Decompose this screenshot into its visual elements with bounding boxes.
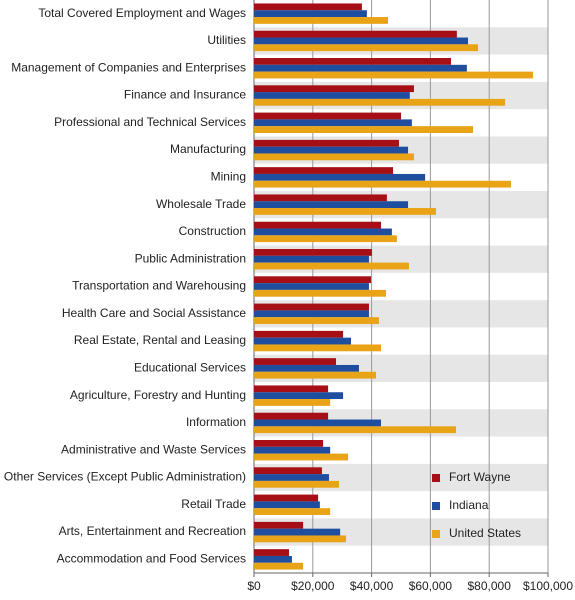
bar	[254, 180, 511, 188]
y-tick-label: Public Administration	[135, 251, 246, 265]
bar	[254, 289, 387, 297]
bar	[254, 201, 409, 209]
bar	[254, 126, 474, 133]
legend-swatch	[432, 502, 440, 510]
bar	[254, 358, 337, 365]
bar	[254, 10, 367, 18]
bar	[254, 255, 369, 263]
bar	[254, 344, 382, 352]
y-tick-label: Wholesale Trade	[156, 197, 246, 211]
bar	[254, 221, 382, 229]
bar	[254, 167, 394, 174]
y-tick-label: Transportation and Warehousing	[72, 279, 246, 293]
bar	[254, 467, 322, 475]
bar	[254, 494, 319, 502]
bar	[254, 549, 289, 556]
x-tick-label: $80,000	[468, 579, 512, 593]
bar	[254, 371, 377, 379]
bar	[254, 283, 369, 290]
bar	[254, 535, 347, 543]
y-tick-label: Arts, Entertainment and Recreation	[59, 524, 246, 538]
bar	[254, 453, 349, 461]
legend-swatch	[432, 474, 440, 482]
bar	[254, 119, 412, 127]
bar	[254, 310, 369, 318]
y-tick-label: Manufacturing	[170, 142, 246, 156]
bar	[254, 194, 387, 202]
y-tick-label: Professional and Technical Services	[54, 115, 246, 129]
bar	[254, 64, 467, 72]
y-tick-label: Administrative and Waste Services	[61, 442, 246, 456]
y-tick-label: Utilities	[207, 33, 246, 47]
bar	[254, 3, 362, 11]
y-tick-label: Other Services (Except Public Administra…	[4, 470, 246, 484]
bar	[254, 37, 469, 45]
bar	[254, 337, 352, 345]
y-tick-label: Finance and Insurance	[124, 88, 246, 102]
bar	[254, 528, 341, 536]
bar	[254, 480, 339, 488]
y-tick-label: Construction	[179, 224, 246, 238]
legend-swatch	[432, 530, 440, 538]
bar	[254, 385, 329, 393]
bar	[254, 412, 329, 420]
bar	[254, 399, 331, 406]
y-tick-label: Agriculture, Forestry and Hunting	[70, 388, 246, 402]
bar	[254, 153, 414, 161]
y-tick-label: Mining	[211, 170, 246, 184]
bar	[254, 392, 344, 400]
y-tick-label: Educational Services	[134, 361, 246, 375]
bar	[254, 146, 409, 154]
bar	[254, 235, 397, 243]
bar	[254, 440, 324, 447]
y-tick-label: Retail Trade	[181, 497, 246, 511]
bar	[254, 501, 320, 509]
bar	[254, 364, 359, 372]
y-tick-label: Information	[186, 415, 246, 429]
bar	[254, 419, 382, 427]
bar	[254, 303, 369, 311]
bar	[254, 208, 436, 215]
bar	[254, 112, 401, 120]
y-tick-label: Management of Companies and Enterprises	[11, 60, 246, 74]
bar	[254, 317, 379, 324]
bar	[254, 30, 457, 38]
bar	[254, 173, 426, 181]
x-tick-label: $60,000	[409, 579, 453, 593]
bar	[254, 555, 292, 563]
bar	[254, 85, 414, 93]
bar	[254, 228, 392, 236]
bar	[254, 330, 344, 338]
y-tick-label: Total Covered Employment and Wages	[38, 6, 246, 20]
x-tick-label: $40,000	[350, 579, 394, 593]
y-tick-label: Real Estate, Rental and Leasing	[74, 333, 246, 347]
legend-label: Fort Wayne	[449, 470, 511, 484]
x-tick-label: $0	[247, 579, 261, 593]
bar	[254, 249, 372, 256]
bar	[254, 17, 389, 24]
bar	[254, 98, 506, 106]
bar	[254, 58, 451, 65]
bar	[254, 92, 410, 99]
legend-label: United States	[449, 526, 521, 540]
bar	[254, 262, 409, 270]
bar	[254, 521, 304, 529]
bar	[254, 71, 534, 79]
bar	[254, 474, 329, 481]
bar	[254, 508, 331, 515]
x-tick-label: $20,000	[291, 579, 335, 593]
y-tick-label: Health Care and Social Assistance	[62, 306, 246, 320]
bar	[254, 426, 456, 434]
bar	[254, 139, 399, 147]
bar	[254, 562, 304, 570]
legend-label: Indiana	[449, 498, 489, 512]
bar	[254, 446, 331, 454]
y-tick-label: Accommodation and Food Services	[57, 552, 246, 566]
bar	[254, 44, 479, 52]
bar	[254, 276, 372, 284]
x-tick-label: $100,000	[523, 579, 573, 593]
